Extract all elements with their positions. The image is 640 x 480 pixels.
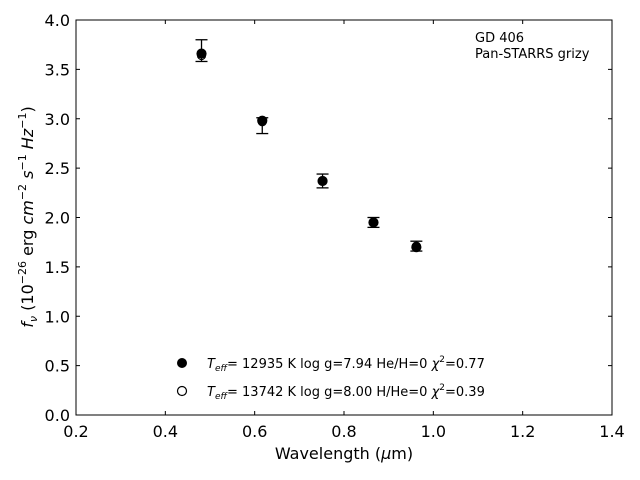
x-tick-label: 1.0: [421, 422, 446, 441]
y-tick-label: 3.0: [45, 110, 70, 129]
y-tick-label: 2.5: [45, 159, 70, 178]
x-tick-label: 1.2: [510, 422, 535, 441]
y-tick-label: 4.0: [45, 11, 70, 30]
annotation-survey-name: Pan-STARRS grizy: [475, 47, 590, 62]
y-axis-label: fν (10−26 erg cm−2 s−1 Hz−1): [16, 106, 40, 327]
y-tick-label: 2.0: [45, 209, 70, 228]
plot-data: [195, 39, 423, 253]
model-point-open: [411, 241, 421, 251]
y-tick-label: 0.0: [45, 406, 70, 425]
x-tick-label: 0.2: [63, 422, 88, 441]
model-point-open: [257, 117, 267, 127]
model-point-open: [368, 217, 379, 228]
legend: Teff= 12935 K log g=7.94 He/H=0 χ2=0.77 …: [176, 355, 485, 402]
x-tick-label: 1.4: [599, 422, 624, 441]
x-axis-label: Wavelength (μm): [275, 444, 413, 463]
legend-marker-filled: [177, 358, 187, 368]
legend-marker-open: [176, 385, 188, 397]
y-tick-label: 0.5: [45, 357, 70, 376]
y-tick-label: 3.5: [45, 60, 70, 79]
x-tick-label: 0.4: [153, 422, 178, 441]
model-point-open: [317, 176, 328, 186]
y-tick-label: 1.5: [45, 258, 70, 277]
model-point-open: [196, 50, 207, 61]
x-tick-label: 0.8: [331, 422, 356, 441]
legend-entry-1: Teff= 12935 K log g=7.94 He/H=0 χ2=0.77: [207, 355, 485, 374]
axis-ticks: 0.2 0.4 0.6 0.8 1.0 1.2 1.4 0.0 0.5 1.0 1.5 2.0 2.5 3…: [45, 11, 625, 441]
y-tick-label: 1.0: [45, 307, 70, 326]
annotation-object-name: GD 406: [475, 31, 524, 46]
model-point-filled: [196, 48, 207, 59]
plot-frame: [75, 19, 613, 416]
legend-entry-2: Teff= 13742 K log g=8.00 H/He=0 χ2=0.39: [207, 383, 485, 402]
x-tick-label: 0.6: [242, 422, 267, 441]
